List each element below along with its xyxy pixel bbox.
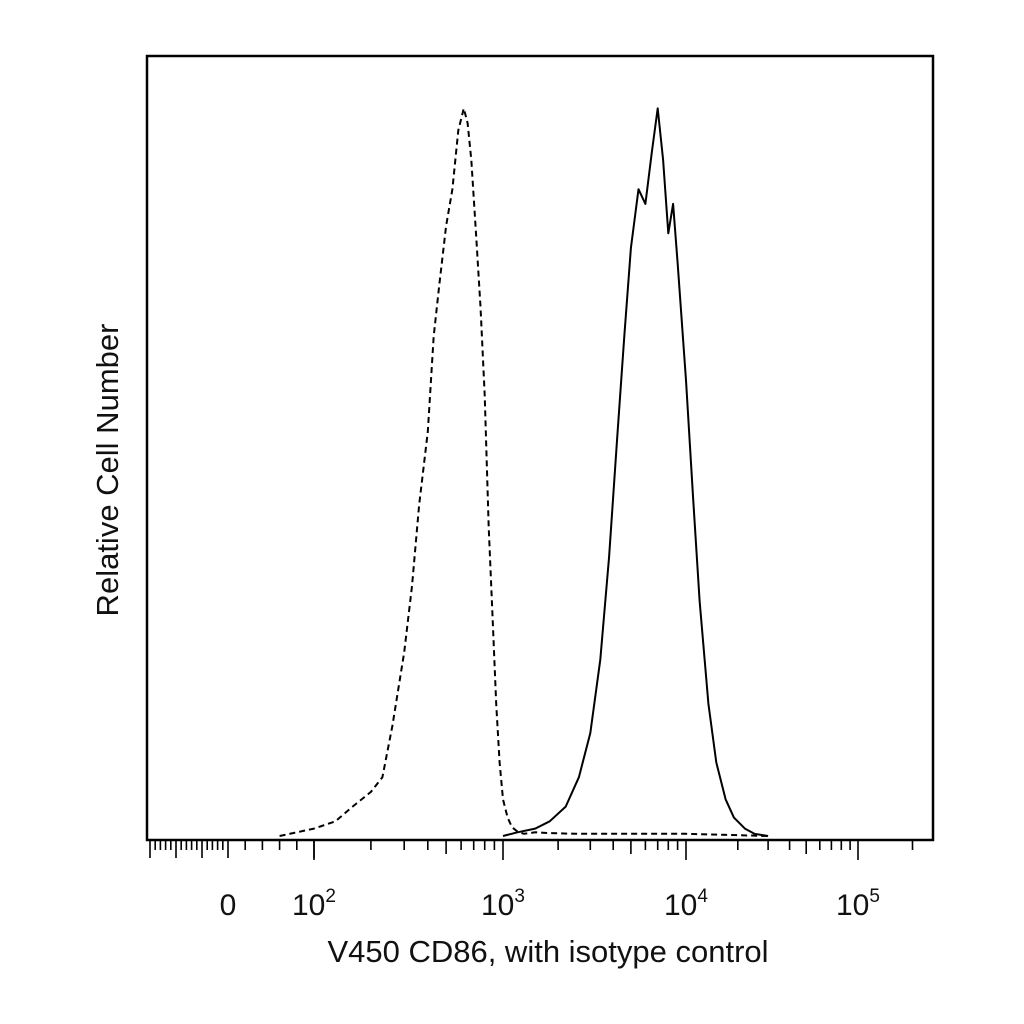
x-tick-label: 0	[220, 889, 237, 922]
x-tick-label: 102	[292, 886, 336, 922]
cd86-histogram	[502, 107, 769, 837]
isotype-control-histogram	[279, 107, 769, 837]
x-tick-label: 104	[664, 886, 708, 922]
x-tick-label-exponent: 5	[869, 886, 880, 907]
x-tick-label-exponent: 4	[697, 886, 708, 907]
x-tick-label: 105	[836, 886, 880, 922]
x-axis-label: V450 CD86, with isotype control	[327, 934, 768, 969]
x-axis-tick-labels: 0 102 103 104 105	[220, 886, 880, 922]
y-axis-label: Relative Cell Number	[90, 324, 125, 617]
x-axis-ticks	[149, 840, 914, 860]
plot-frame	[145, 54, 935, 842]
x-tick-label: 103	[481, 886, 525, 922]
x-tick-label-exponent: 2	[325, 886, 336, 907]
x-tick-label-exponent: 3	[514, 886, 525, 907]
series-layer	[279, 107, 769, 837]
